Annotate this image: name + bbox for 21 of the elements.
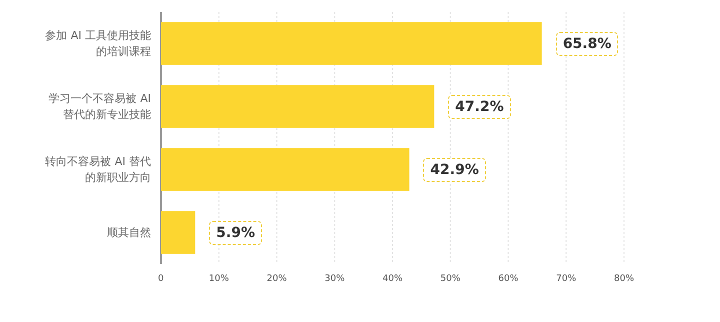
data-label: 65.8% [556,32,618,56]
bar [161,22,542,65]
y-tick-label: 顺其自然 [106,224,151,240]
bar [161,148,410,191]
x-tick-label: 30% [324,274,345,284]
x-tick-label: 60% [498,274,518,284]
x-tick-label: 40% [382,274,403,284]
y-tick-label: 转向不容易被 AI 替代的新职业方向 [44,154,151,186]
x-tick-label: 10% [208,274,229,284]
x-tick-label: 50% [440,274,460,284]
bar [161,211,196,254]
bar [161,85,434,128]
y-tick-label: 参加 AI 工具使用技能的培训课程 [44,28,151,60]
data-label: 47.2% [448,94,511,118]
x-tick-label: 20% [266,274,287,284]
x-tick-label: 80% [614,274,634,284]
x-tick-label: 70% [556,274,576,284]
y-tick-label: 学习一个不容易被 AI 替代的新专业技能 [48,90,151,122]
data-label: 42.9% [423,158,486,182]
data-label: 5.9% [209,220,262,244]
x-tick-label: 0 [158,274,164,284]
